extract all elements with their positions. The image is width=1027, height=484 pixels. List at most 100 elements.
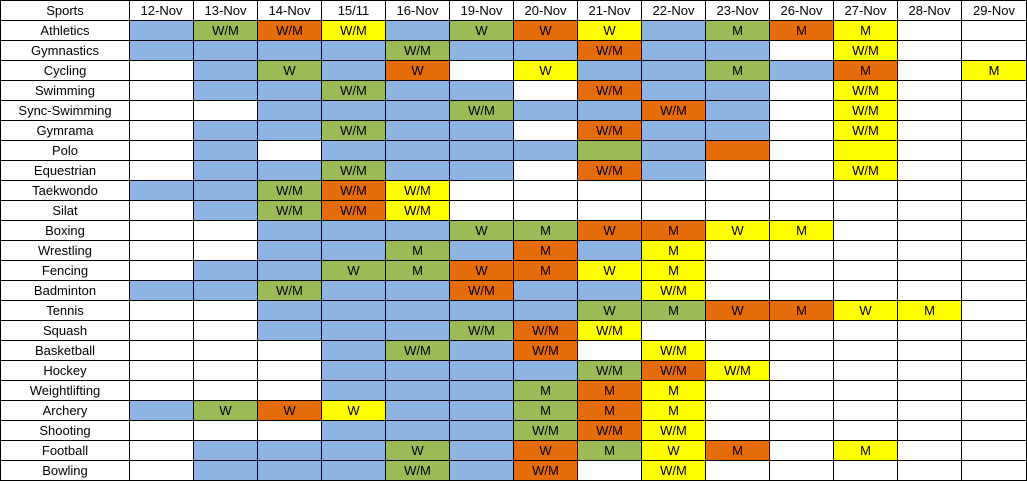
table-row: Football W W M W M M [1, 441, 1027, 461]
table-row: Hockey W/M W/M W/M [1, 361, 1027, 381]
schedule-cell [130, 181, 194, 201]
schedule-cell [194, 41, 258, 61]
table-row: Shooting W/M W/M W/M [1, 421, 1027, 441]
schedule-cell [322, 341, 386, 361]
schedule-cell [130, 301, 194, 321]
schedule-cell [706, 421, 770, 441]
schedule-cell [322, 321, 386, 341]
schedule-cell [258, 81, 322, 101]
schedule-cell: W/M [386, 181, 450, 201]
schedule-cell [642, 121, 706, 141]
table-row: Bowling W/M W/M W/M [1, 461, 1027, 481]
schedule-cell [130, 101, 194, 121]
schedule-cell [962, 121, 1027, 141]
schedule-cell: W/M [578, 321, 642, 341]
schedule-cell [834, 181, 898, 201]
schedule-cell [258, 241, 322, 261]
date-column-header: 19-Nov [450, 1, 514, 21]
sport-name-cell: Boxing [1, 221, 130, 241]
schedule-cell [898, 321, 962, 341]
schedule-cell: W/M [386, 461, 450, 481]
schedule-cell [258, 321, 322, 341]
schedule-cell [322, 361, 386, 381]
table-row: Swimming W/M W/M W/M [1, 81, 1027, 101]
schedule-cell: M [514, 241, 578, 261]
schedule-cell [514, 121, 578, 141]
schedule-cell [706, 121, 770, 141]
schedule-cell [898, 461, 962, 481]
schedule-cell [706, 81, 770, 101]
sport-name-cell: Hockey [1, 361, 130, 381]
schedule-cell: W [514, 441, 578, 461]
schedule-cell: M [642, 221, 706, 241]
sport-name-cell: Archery [1, 401, 130, 421]
schedule-cell [386, 141, 450, 161]
schedule-cell: W/M [578, 81, 642, 101]
schedule-cell [130, 201, 194, 221]
schedule-cell [130, 221, 194, 241]
date-column-header: 27-Nov [834, 1, 898, 21]
schedule-cell [770, 361, 834, 381]
schedule-cell [962, 41, 1027, 61]
schedule-cell [898, 361, 962, 381]
schedule-cell [130, 321, 194, 341]
schedule-cell [130, 241, 194, 261]
table-row: Polo [1, 141, 1027, 161]
schedule-cell [450, 241, 514, 261]
schedule-cell [322, 421, 386, 441]
schedule-cell: W/M [642, 281, 706, 301]
schedule-cell [450, 81, 514, 101]
schedule-cell [898, 201, 962, 221]
schedule-cell: M [642, 401, 706, 421]
schedule-cell [706, 261, 770, 281]
date-column-header: 21-Nov [578, 1, 642, 21]
schedule-cell: W [322, 401, 386, 421]
schedule-cell: W/M [322, 181, 386, 201]
table-row: Athletics W/M W/M W/M W W W M M M [1, 21, 1027, 41]
sport-name-cell: Bowling [1, 461, 130, 481]
schedule-cell [322, 301, 386, 321]
schedule-cell [770, 281, 834, 301]
schedule-cell [578, 61, 642, 81]
schedule-cell: M [514, 401, 578, 421]
schedule-cell [322, 221, 386, 241]
schedule-cell: W [578, 301, 642, 321]
schedule-cell [898, 121, 962, 141]
schedule-cell: W/M [578, 421, 642, 441]
date-column-header: 26-Nov [770, 1, 834, 21]
schedule-cell [962, 221, 1027, 241]
schedule-cell [258, 141, 322, 161]
date-column-header: 23-Nov [706, 1, 770, 21]
schedule-cell [514, 101, 578, 121]
schedule-cell: W/M [514, 421, 578, 441]
schedule-cell: W/M [642, 421, 706, 441]
date-column-header: 29-Nov [962, 1, 1027, 21]
schedule-cell [258, 161, 322, 181]
table-row: Archery W W W M M M [1, 401, 1027, 421]
table-row: Badminton W/M W/M W/M [1, 281, 1027, 301]
schedule-cell [578, 341, 642, 361]
schedule-cell: W/M [642, 461, 706, 481]
table-row: Basketball W/M W/M W/M [1, 341, 1027, 361]
table-row: Fencing W M W M W M [1, 261, 1027, 281]
schedule-cell [770, 441, 834, 461]
date-column-header: 12-Nov [130, 1, 194, 21]
schedule-cell: W [386, 441, 450, 461]
schedule-cell [770, 341, 834, 361]
schedule-cell [130, 81, 194, 101]
schedule-cell [770, 141, 834, 161]
schedule-cell: M [514, 221, 578, 241]
schedule-cell [770, 421, 834, 441]
table-row: Boxing W M W M W M [1, 221, 1027, 241]
schedule-cell [962, 421, 1027, 441]
schedule-cell: M [770, 21, 834, 41]
schedule-cell [194, 281, 258, 301]
schedule-cell [386, 401, 450, 421]
schedule-cell [898, 341, 962, 361]
schedule-cell [642, 161, 706, 181]
schedule-cell [130, 441, 194, 461]
schedule-cell [642, 81, 706, 101]
schedule-cell [770, 381, 834, 401]
schedule-cell [450, 61, 514, 81]
